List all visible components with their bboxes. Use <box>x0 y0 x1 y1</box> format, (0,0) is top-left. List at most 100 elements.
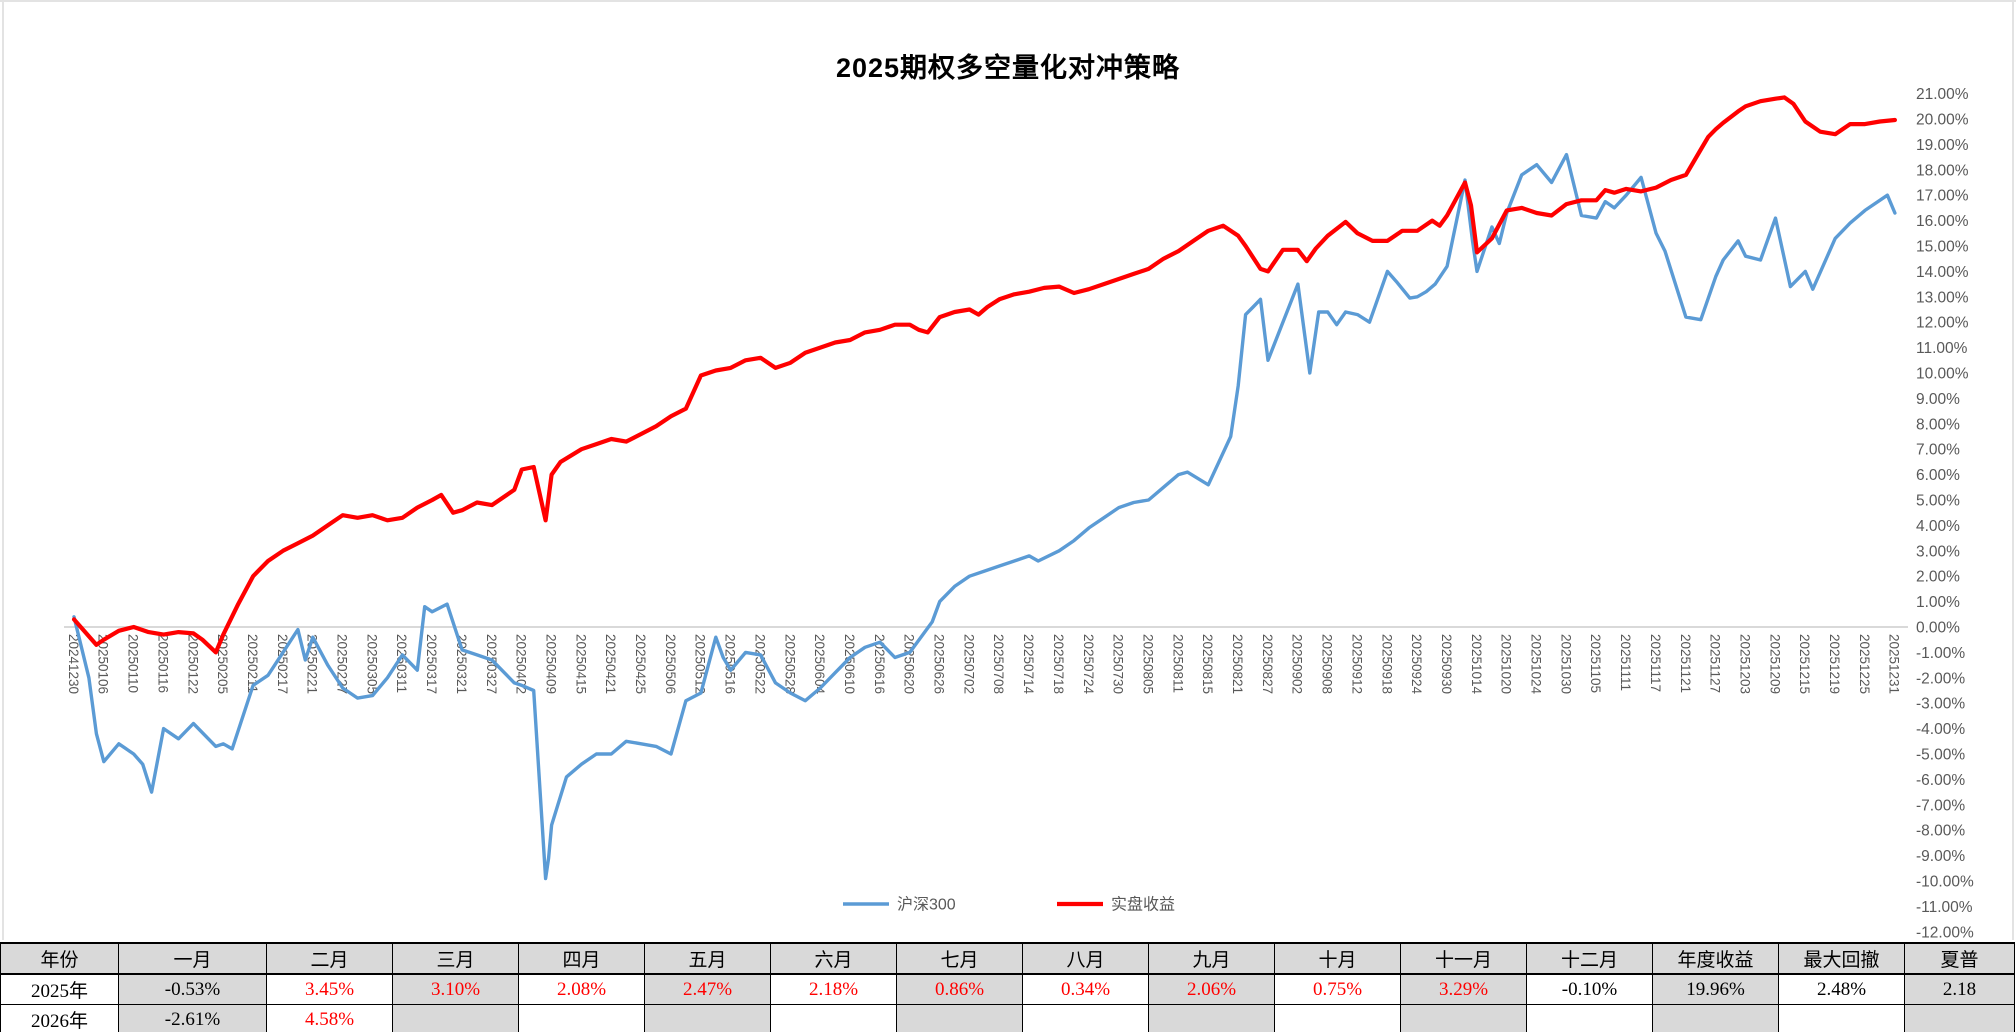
x-axis-date-label: 20250528 <box>782 634 797 694</box>
y-axis-tick-label: -5.00% <box>1916 747 1965 764</box>
x-axis-date-label: 20251225 <box>1857 634 1872 694</box>
y-axis-tick-label: 17.00% <box>1916 188 1969 205</box>
y-axis-tick-label: 2.00% <box>1916 569 1960 586</box>
x-axis-date-label: 20250714 <box>1021 634 1036 695</box>
x-axis-date-label: 20250512 <box>693 634 708 694</box>
table-header-cell[interactable]: 七月 <box>896 942 1023 975</box>
x-axis-date-label: 20250908 <box>1320 634 1335 694</box>
x-axis-date-label: 20250811 <box>1170 634 1185 693</box>
table-cell[interactable] <box>518 1004 645 1032</box>
x-axis-date-label: 20250516 <box>723 634 738 694</box>
x-axis-date-label: 20251127 <box>1708 634 1723 693</box>
strategy-performance-chart[interactable]: 21.00% 20.00% 19.00% 18.00% 17.00% 16.00% 15.0… <box>0 0 2016 942</box>
x-axis-date-label: 20250211 <box>245 634 260 693</box>
y-axis-tick-label: 5.00% <box>1916 493 1960 510</box>
table-cell[interactable] <box>770 1004 897 1032</box>
table-cell[interactable]: 4.58% <box>266 1004 393 1032</box>
x-axis-date-label: 20251121 <box>1678 634 1693 693</box>
table-cell[interactable]: 2.08% <box>518 973 645 1005</box>
table-cell[interactable]: 19.96% <box>1652 973 1779 1005</box>
y-axis-tick-label: 12.00% <box>1916 315 1969 332</box>
table-cell[interactable]: 2.06% <box>1148 973 1275 1005</box>
legend-item-strategy[interactable]: 实盘收益 <box>1057 895 1175 914</box>
table-header-cell[interactable]: 最大回撤 <box>1778 942 1905 975</box>
table-header-cell[interactable]: 十月 <box>1274 942 1401 975</box>
table-header-cell[interactable]: 夏普 <box>1904 942 2015 975</box>
table-cell[interactable] <box>1274 1004 1401 1032</box>
x-axis-date-label: 20250708 <box>991 634 1006 694</box>
y-axis-tick-label: -3.00% <box>1916 696 1965 713</box>
right-edge-line <box>2012 0 2014 940</box>
table-cell[interactable]: -0.53% <box>118 973 267 1005</box>
table-cell[interactable] <box>1022 1004 1149 1032</box>
table-cell[interactable]: 0.34% <box>1022 973 1149 1005</box>
x-axis-date-label: 20250116 <box>155 634 170 693</box>
table-cell[interactable]: 3.10% <box>392 973 519 1005</box>
table-cell[interactable]: 0.75% <box>1274 973 1401 1005</box>
table-row-2025年: 2025年 -0.53% 3.45% 3.10% 2.08% 2.47% 2.18% 0.86… <box>0 973 2015 1005</box>
table-header-cell[interactable]: 六月 <box>770 942 897 975</box>
x-axis-date-label: 20251020 <box>1499 634 1514 694</box>
table-cell[interactable] <box>644 1004 771 1032</box>
table-cell[interactable] <box>1148 1004 1275 1032</box>
y-axis-tick-label: -10.00% <box>1916 874 1974 891</box>
table-cell[interactable]: 2.18% <box>770 973 897 1005</box>
table-cell[interactable] <box>1526 1004 1653 1032</box>
table-cell[interactable] <box>1904 1004 2015 1032</box>
year-cell[interactable]: 2025年 <box>0 973 119 1005</box>
table-cell[interactable] <box>896 1004 1023 1032</box>
x-axis-date-label: 20251111 <box>1618 634 1633 691</box>
table-cell[interactable] <box>1400 1004 1527 1032</box>
table-cell[interactable] <box>392 1004 519 1032</box>
table-cell[interactable]: 2.18 <box>1904 973 2015 1005</box>
x-axis-date-label: 20250317 <box>424 634 439 694</box>
table-header-cell[interactable]: 二月 <box>266 942 393 975</box>
x-axis-date-label: 20250522 <box>752 634 767 694</box>
x-axis-date-label: 20250930 <box>1439 634 1454 694</box>
y-axis-tick-label: 6.00% <box>1916 467 1960 484</box>
legend-item-csi300[interactable]: 沪深300 <box>843 896 956 914</box>
x-axis-date-label: 20250724 <box>1081 634 1096 695</box>
y-axis-tick-label: -8.00% <box>1916 823 1965 840</box>
legend-label: 实盘收益 <box>1111 895 1175 914</box>
x-axis-date-label: 20250402 <box>514 634 529 694</box>
y-axis-tick-label: 21.00% <box>1916 86 1969 103</box>
table-cell[interactable]: 0.86% <box>896 973 1023 1005</box>
table-cell[interactable] <box>1778 1004 1905 1032</box>
x-axis-date-label: 20251215 <box>1797 634 1812 694</box>
table-header-cell[interactable]: 年份 <box>0 942 119 975</box>
table-header-cell[interactable]: 四月 <box>518 942 645 975</box>
series-line-csi300 <box>72 152 1897 881</box>
x-axis-date-label: 20241230 <box>66 634 81 694</box>
table-cell[interactable] <box>1652 1004 1779 1032</box>
table-header-cell[interactable]: 八月 <box>1022 942 1149 975</box>
table-cell[interactable]: -2.61% <box>118 1004 267 1032</box>
table-cell[interactable]: 2.47% <box>644 973 771 1005</box>
x-axis-date-label: 20250620 <box>902 634 917 694</box>
table-cell[interactable]: 3.45% <box>266 973 393 1005</box>
x-axis-date-label: 20250311 <box>394 634 409 693</box>
left-edge-line <box>2 0 4 940</box>
y-axis-tick-label: 9.00% <box>1916 391 1960 408</box>
table-header-cell[interactable]: 年度收益 <box>1652 942 1779 975</box>
x-axis-date-label: 20250610 <box>842 634 857 694</box>
year-cell[interactable]: 2026年 <box>0 1004 119 1032</box>
chart-title: 2025期权多空量化对冲策略 <box>835 53 1181 83</box>
table-cell[interactable]: -0.10% <box>1526 973 1653 1005</box>
y-axis-tick-label: -9.00% <box>1916 848 1965 865</box>
table-row-2026年: 2026年 -2.61% 4.58% <box>0 1004 2015 1032</box>
table-cell[interactable]: 3.29% <box>1400 973 1527 1005</box>
table-header-cell[interactable]: 一月 <box>118 942 267 975</box>
table-header-cell[interactable]: 十二月 <box>1526 942 1653 975</box>
x-axis-date-label: 20251117 <box>1648 634 1663 692</box>
x-axis-date-label: 20250626 <box>932 634 947 694</box>
y-axis-tick-label: 11.00% <box>1916 340 1968 357</box>
table-cell[interactable]: 2.48% <box>1778 973 1905 1005</box>
table-header-cell[interactable]: 十一月 <box>1400 942 1527 975</box>
table-header-cell[interactable]: 五月 <box>644 942 771 975</box>
y-axis-tick-label: 14.00% <box>1916 264 1969 281</box>
table-header-cell[interactable]: 九月 <box>1148 942 1275 975</box>
x-axis-date-label: 20250604 <box>812 634 827 695</box>
y-axis-tick-label: 4.00% <box>1916 518 1960 535</box>
table-header-cell[interactable]: 三月 <box>392 942 519 975</box>
